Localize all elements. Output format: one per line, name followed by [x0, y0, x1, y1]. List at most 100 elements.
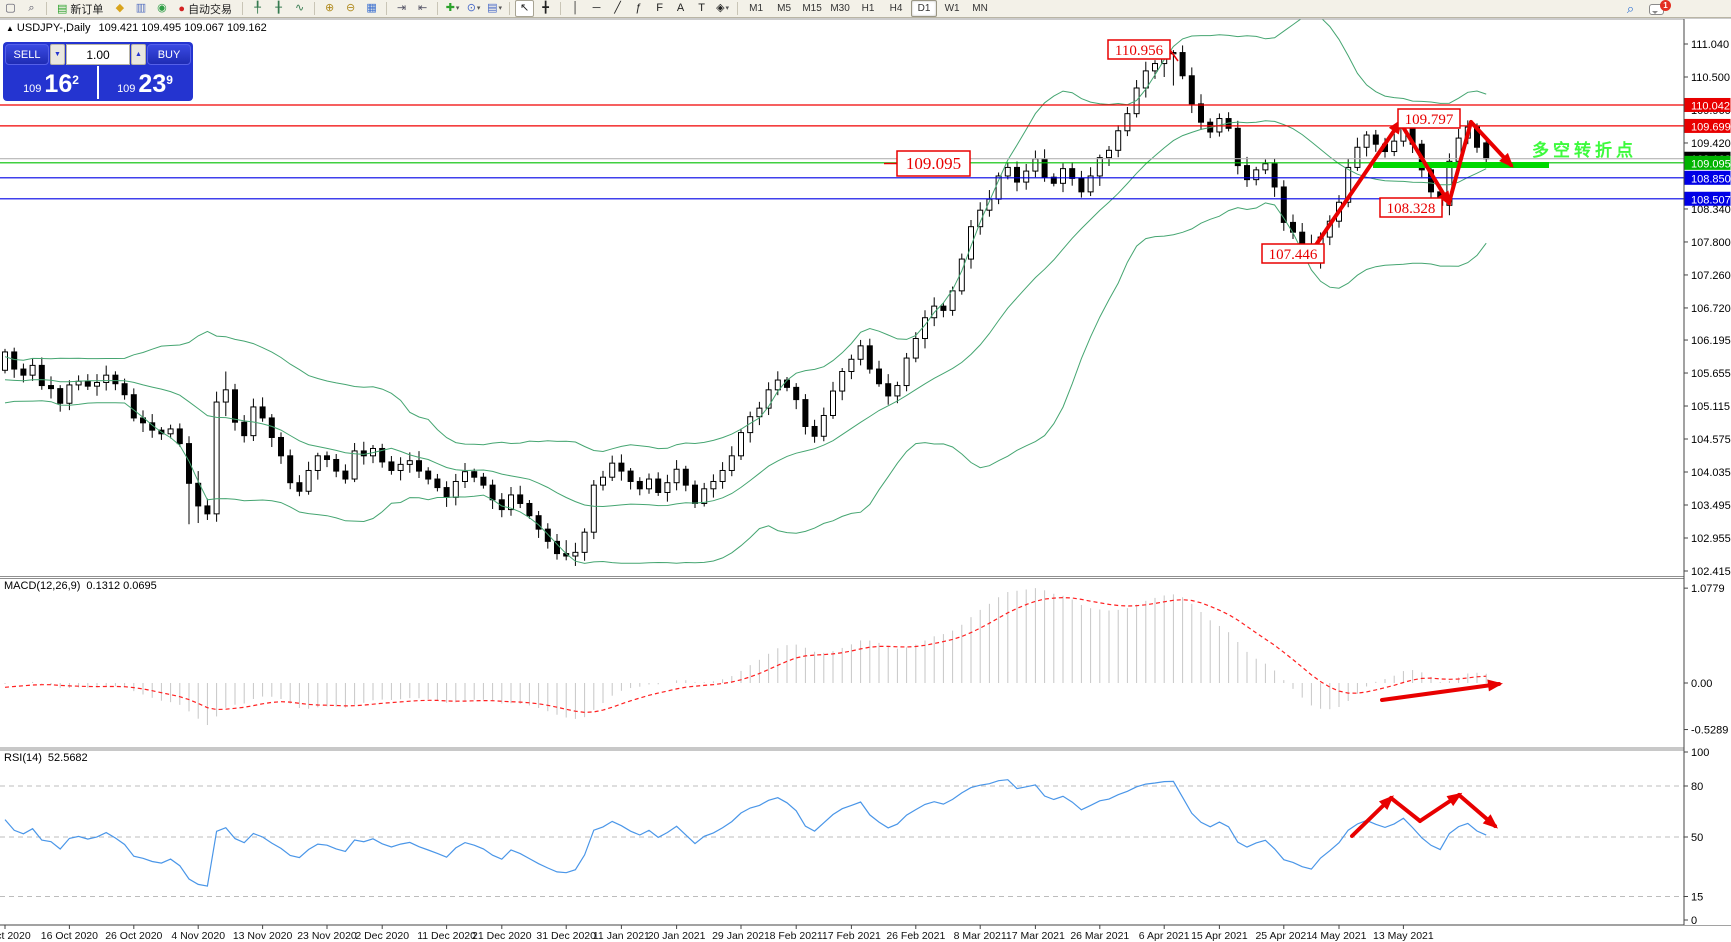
price-tag-box[interactable] — [1379, 197, 1443, 218]
crosshair-icon[interactable]: ╋ — [536, 0, 555, 17]
date-label[interactable]: 17 Mar 2021 — [1006, 930, 1065, 942]
price-tag-text: 107.446 — [1269, 247, 1318, 263]
trend-arrow[interactable] — [1350, 795, 1394, 838]
timeframe-m1[interactable]: M1 — [749, 3, 764, 14]
candle — [1069, 162, 1076, 186]
date-label[interactable]: 8 Mar 2021 — [954, 930, 1007, 942]
sell-button[interactable]: SELL — [5, 44, 49, 65]
buy-button[interactable]: BUY — [147, 44, 191, 65]
volume-decrease-button[interactable]: ▼ — [50, 44, 65, 65]
trend-arrow[interactable] — [1457, 793, 1499, 829]
turning-point-label[interactable]: 多空转折点 — [1532, 140, 1637, 160]
fibonacci-icon[interactable]: F — [650, 0, 669, 17]
date-label[interactable]: 20 Jan 2021 — [648, 930, 706, 942]
candle — [590, 480, 597, 540]
timeframe-m5[interactable]: M5 — [777, 3, 792, 14]
price-tag-box[interactable] — [896, 150, 971, 177]
date-label[interactable]: 2 Dec 2020 — [355, 930, 409, 942]
equidistant-channel-icon[interactable]: ƒ — [629, 0, 648, 17]
zoom-in-icon[interactable]: ⊕ — [320, 0, 339, 17]
add-indicator-button[interactable]: ✚ ▾ — [443, 0, 462, 17]
new-order-button[interactable]: ▤ 新订单 — [52, 0, 108, 17]
timeframe-w1[interactable]: W1 — [944, 3, 960, 14]
date-label[interactable]: 21 Dec 2020 — [472, 930, 532, 942]
date-label[interactable]: 26 Mar 2021 — [1070, 930, 1129, 942]
trend-arrow[interactable] — [1389, 796, 1422, 823]
date-label[interactable]: 23 Nov 2020 — [297, 930, 357, 942]
date-label[interactable]: 4 Nov 2020 — [171, 930, 225, 942]
candle — [314, 452, 321, 480]
date-label[interactable]: 15 Apr 2021 — [1191, 930, 1248, 942]
candle — [894, 381, 901, 404]
text-label-icon[interactable]: T — [692, 0, 711, 17]
bid-price[interactable]: 109 16 2 — [5, 66, 99, 99]
candle — [1225, 112, 1232, 132]
tile-windows-icon[interactable]: ▦ — [362, 0, 381, 17]
line-chart-mode-icon[interactable]: ∿ — [290, 0, 309, 17]
volume-input[interactable] — [66, 44, 130, 65]
date-label[interactable]: 4 May 2021 — [1312, 930, 1367, 942]
template-menu-button[interactable]: ▤ ▾ — [485, 0, 504, 17]
collapse-triangle-icon[interactable]: ▲ — [6, 24, 14, 33]
chevron-down-icon: ▾ — [498, 5, 503, 12]
timeframe-d1[interactable]: D1 — [911, 0, 938, 17]
date-label[interactable]: 17 Feb 2021 — [822, 930, 881, 942]
date-label[interactable]: 8 Feb 2021 — [770, 930, 823, 942]
new-chart-icon[interactable]: ▢ — [1, 0, 20, 17]
price-tag-box[interactable] — [1107, 39, 1171, 60]
candle-chart-mode-icon[interactable]: ╂ — [269, 0, 288, 17]
date-label[interactable]: 6 Apr 2021 — [1139, 930, 1190, 942]
print-icon[interactable]: ▥ — [131, 0, 150, 17]
timeframe-h1[interactable]: H1 — [861, 3, 875, 14]
zoom-out-icon: ⊖ — [345, 2, 356, 14]
timeframe-m30[interactable]: M30 — [830, 3, 850, 14]
horizontal-line-icon[interactable]: ─ — [587, 0, 606, 17]
window-list-icon[interactable]: ⌕ — [22, 0, 41, 17]
news-signal-icon[interactable]: ◉ — [152, 0, 171, 17]
auto-scroll-icon[interactable]: ⇥ — [392, 0, 411, 17]
date-label[interactable]: 16 Oct 2020 — [41, 930, 98, 942]
trend-arrow[interactable] — [1418, 792, 1463, 823]
cursor-icon[interactable]: ↖ — [515, 0, 535, 17]
candle-body — [885, 383, 892, 397]
chart-shift-icon[interactable]: ⇤ — [413, 0, 432, 17]
trend-arrow[interactable] — [1469, 120, 1514, 168]
date-label[interactable]: 11 Jan 2021 — [593, 930, 650, 942]
date-label[interactable]: 13 May 2021 — [1373, 930, 1434, 942]
price-tag-box[interactable] — [1261, 243, 1325, 264]
candle-body — [793, 386, 800, 401]
deposit-icon[interactable]: ◆ — [110, 0, 129, 17]
period-menu-button[interactable]: ⊙ ▾ — [464, 0, 483, 17]
date-label[interactable]: 29 Jan 2021 — [712, 930, 770, 942]
date-label[interactable]: 26 Feb 2021 — [886, 930, 945, 942]
arrows-shapes-button[interactable]: ◈ ▾ — [713, 0, 732, 17]
notifications-button[interactable]: 1 — [1649, 0, 1671, 16]
search-icon[interactable]: ⌕ — [1626, 1, 1635, 16]
trend-arrow[interactable] — [1447, 120, 1473, 205]
ask-price[interactable]: 109 23 9 — [99, 66, 191, 99]
date-label[interactable]: 13 Nov 2020 — [233, 930, 293, 942]
volume-increase-button[interactable]: ▲ — [131, 44, 146, 65]
bar-chart-mode-icon[interactable]: ╀ — [248, 0, 267, 17]
trend-arrow[interactable] — [1398, 120, 1452, 207]
zoom-out-icon[interactable]: ⊖ — [341, 0, 360, 17]
trend-arrow[interactable] — [1305, 118, 1403, 260]
candle-body — [903, 357, 910, 387]
date-label[interactable]: 25 Apr 2021 — [1255, 930, 1312, 942]
vertical-line-icon[interactable]: │ — [566, 0, 585, 17]
price-tag-box[interactable] — [1397, 108, 1461, 129]
date-label[interactable]: 26 Oct 2020 — [105, 930, 162, 942]
trend-arrow[interactable] — [1380, 679, 1503, 702]
candle-body — [682, 468, 689, 486]
trendline-icon[interactable]: ╱ — [608, 0, 627, 17]
timeframe-m15[interactable]: M15 — [802, 3, 822, 14]
timeframe-mn[interactable]: MN — [972, 3, 988, 14]
autotrading-button[interactable]: ● 自动交易 — [173, 0, 237, 17]
candle — [241, 415, 248, 443]
date-label[interactable]: 7 Oct 2020 — [0, 930, 31, 942]
candle — [1244, 156, 1250, 187]
date-label[interactable]: 11 Dec 2020 — [417, 930, 476, 942]
text-icon[interactable]: A — [671, 0, 690, 17]
timeframe-h4[interactable]: H4 — [889, 3, 903, 14]
date-label[interactable]: 31 Dec 2020 — [536, 930, 596, 942]
